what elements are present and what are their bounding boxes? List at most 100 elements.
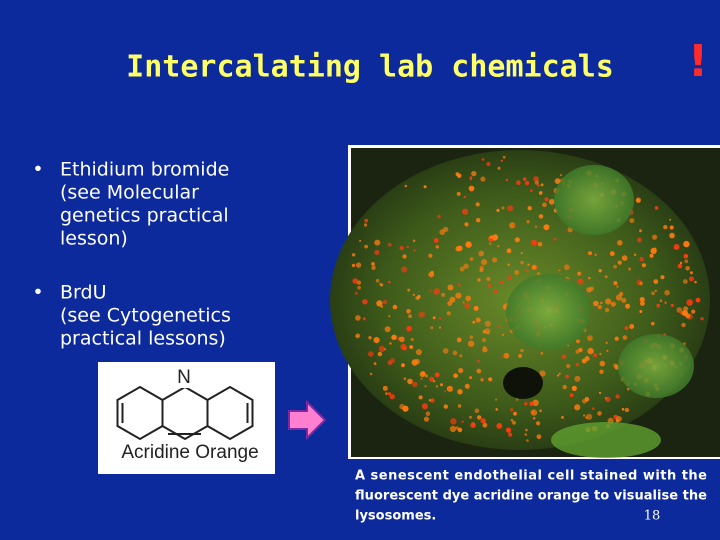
speckle <box>425 411 431 417</box>
speckle <box>355 333 361 339</box>
speckle <box>421 403 428 410</box>
speckle <box>367 351 374 357</box>
speckle <box>455 292 462 299</box>
speckle <box>488 237 494 242</box>
speckle <box>478 250 485 257</box>
speckle <box>382 300 388 305</box>
speckle <box>559 174 563 177</box>
speckle <box>653 279 659 284</box>
speckle <box>446 311 451 316</box>
speckle <box>514 237 520 243</box>
speckle <box>368 336 372 340</box>
speckle <box>565 374 570 379</box>
speckle <box>432 316 436 320</box>
speckle <box>482 422 488 428</box>
caption: A senescent endothelial cell stained wit… <box>355 469 707 524</box>
speckle <box>438 326 442 329</box>
speckle <box>598 269 602 273</box>
caption-line: A senescent endothelial cell stained wit… <box>355 469 707 484</box>
speckle <box>536 421 541 426</box>
speckle <box>412 381 418 388</box>
speckle <box>669 232 675 239</box>
speckle <box>689 271 693 275</box>
speckle <box>654 206 659 210</box>
speckle <box>615 419 620 423</box>
speckle <box>477 415 482 420</box>
speckle <box>413 249 416 252</box>
speckle <box>382 385 388 391</box>
caption-line: fluorescent dye acridine orange to visua… <box>355 489 707 504</box>
speckle <box>639 310 643 313</box>
speckle <box>624 407 630 413</box>
speckle <box>389 342 392 345</box>
speckle <box>385 392 388 395</box>
speckle <box>489 235 493 239</box>
speckle <box>444 390 447 393</box>
speckle <box>359 239 362 242</box>
speckle <box>526 220 530 224</box>
speckle <box>388 315 391 318</box>
speckle <box>562 384 567 390</box>
speckle <box>373 337 380 344</box>
speckle <box>446 385 453 392</box>
speckle <box>369 372 373 376</box>
speckle <box>462 301 465 304</box>
speckle <box>605 341 608 344</box>
speckle <box>500 159 503 162</box>
speckle <box>613 281 618 286</box>
speckle <box>597 305 603 310</box>
speckle <box>540 183 544 187</box>
speckle <box>497 245 500 248</box>
speckle <box>391 334 397 340</box>
speckle <box>651 291 655 296</box>
speckle <box>694 280 697 284</box>
speckle <box>420 377 423 380</box>
speckle <box>384 348 387 351</box>
speckle <box>492 234 499 241</box>
speckle <box>518 353 523 358</box>
speckle <box>534 180 539 185</box>
speckle <box>476 218 481 223</box>
speckle <box>531 264 537 270</box>
speckle <box>355 292 358 295</box>
speckle <box>637 237 642 243</box>
speckle <box>412 293 415 296</box>
speckle <box>443 404 448 409</box>
speckle <box>357 285 361 290</box>
speckle <box>412 239 416 243</box>
speckle <box>496 423 503 429</box>
speckle <box>399 245 404 251</box>
speckle <box>470 422 476 428</box>
speckle <box>374 239 381 246</box>
speckle <box>492 257 498 263</box>
speckle <box>651 321 655 326</box>
speckle <box>352 278 359 284</box>
speckle <box>539 409 542 413</box>
speckle <box>685 266 690 271</box>
speckle <box>364 218 369 223</box>
speckle <box>537 184 540 187</box>
vacuole <box>503 367 543 399</box>
speckle <box>488 242 492 245</box>
speckle <box>639 229 642 233</box>
nucleus <box>554 165 634 235</box>
speckle <box>493 289 498 294</box>
speckle <box>558 372 561 375</box>
speckle <box>362 317 366 321</box>
bullet-line: Ethidium bromide <box>60 159 229 181</box>
speckle <box>592 407 595 410</box>
speckle <box>468 185 475 192</box>
speckle <box>639 256 644 262</box>
speckle <box>527 263 530 266</box>
speckle <box>513 411 517 416</box>
speckle <box>681 322 686 328</box>
speckle <box>363 223 368 227</box>
speckle <box>461 420 464 423</box>
speckle <box>406 309 411 314</box>
speckle <box>684 259 689 264</box>
title: Intercalating lab chemicals <box>126 50 614 85</box>
speckle <box>503 352 510 359</box>
speckle <box>469 176 473 180</box>
speckle <box>484 320 491 327</box>
